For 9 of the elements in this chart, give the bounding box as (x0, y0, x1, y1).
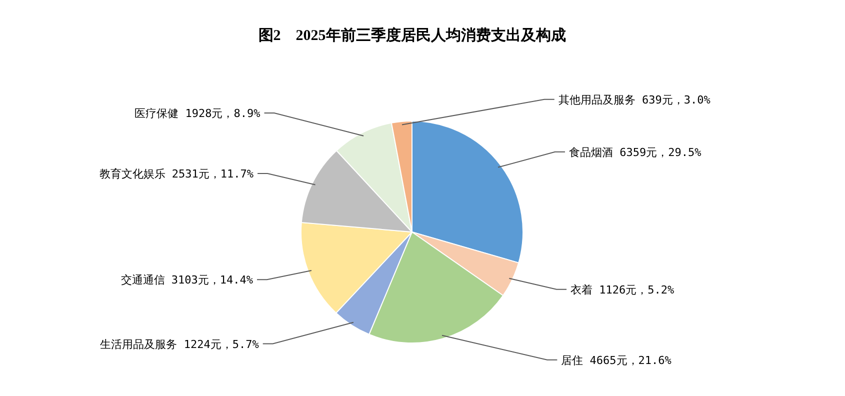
slice-label: 教育文化娱乐 2531元，11.7% (99, 168, 254, 180)
slice-label: 医疗保健 1928元，8.9% (134, 107, 261, 120)
slice-label: 交通通信 3103元，14.4% (120, 274, 254, 287)
slice-label: 居住 4665元，21.6% (561, 354, 672, 367)
slice-label: 衣着 1126元，5.2% (570, 283, 675, 296)
slice-label: 生活用品及服务 1224元，5.7% (100, 338, 260, 351)
chart-title: 图2 2025年前三季度居民人均消费支出及构成 (258, 26, 566, 44)
slice-label: 食品烟酒 6359元，29.5% (568, 146, 702, 159)
slice-label: 其他用品及服务 639元，3.0% (558, 93, 711, 106)
